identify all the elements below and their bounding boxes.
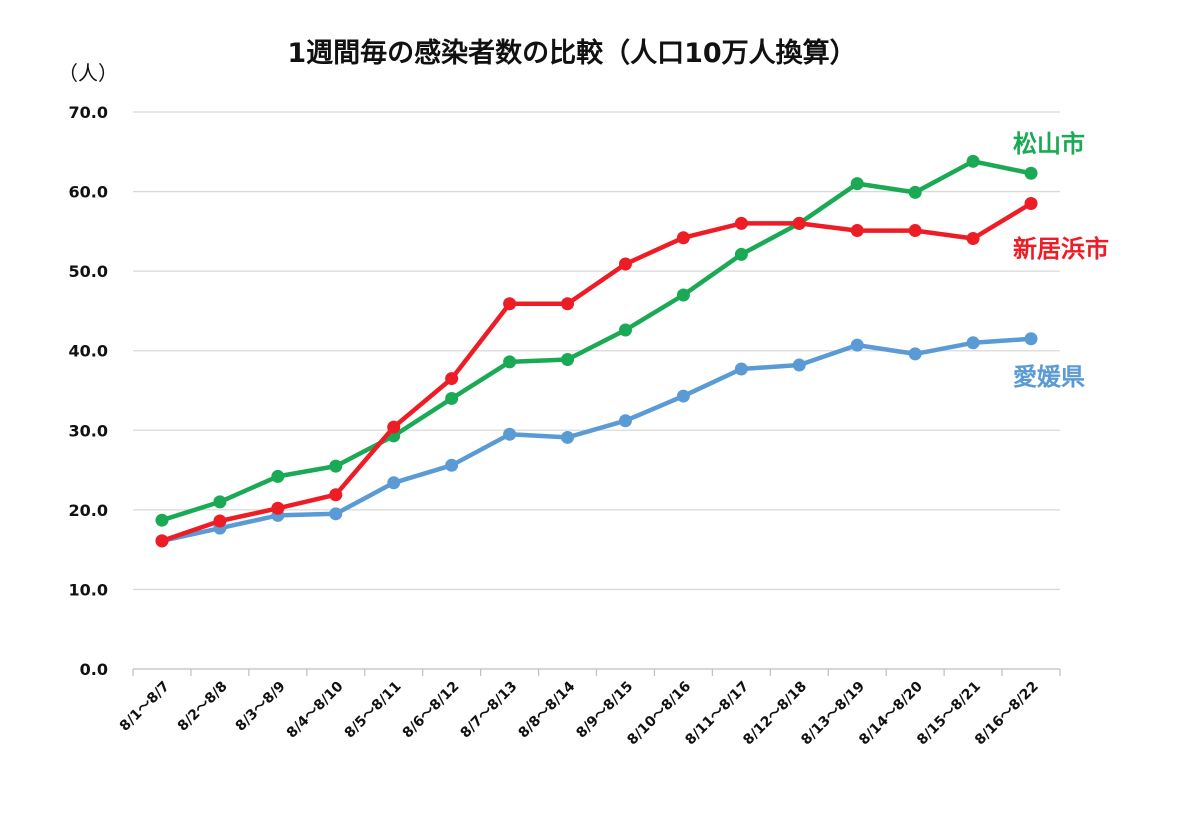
data-point	[561, 430, 575, 444]
data-point	[213, 514, 227, 528]
y-tick-label: 10.0	[69, 580, 108, 599]
series-line	[161, 159, 1032, 523]
data-point	[850, 338, 864, 352]
data-point	[850, 224, 864, 238]
data-point	[676, 288, 690, 302]
data-point	[213, 495, 227, 509]
series-line	[161, 336, 1032, 544]
data-point	[1024, 332, 1038, 346]
x-tick-label: 8/2～8/8	[175, 679, 231, 735]
chart-title: 1週間毎の感染者数の比較（人口10万人換算）	[287, 37, 856, 69]
data-point	[445, 391, 459, 405]
data-point	[908, 185, 922, 199]
data-point	[966, 232, 980, 246]
data-point	[155, 513, 169, 527]
series-name-label: 愛媛県	[1013, 363, 1085, 391]
y-tick-label: 50.0	[69, 262, 108, 281]
data-point	[734, 362, 748, 376]
y-axis-unit-label: （人）	[58, 61, 118, 85]
x-tick-label: 8/9～8/15	[573, 679, 636, 742]
x-tick-label: 8/7～8/13	[458, 679, 521, 742]
data-point	[329, 488, 343, 502]
data-point	[966, 154, 980, 168]
x-tick-label: 8/6～8/12	[400, 679, 463, 742]
series-name-label: 新居浜市	[1013, 235, 1109, 263]
data-point	[734, 247, 748, 261]
data-point	[1024, 197, 1038, 211]
data-point	[792, 358, 806, 372]
data-point	[561, 352, 575, 366]
data-point	[908, 347, 922, 361]
data-point	[618, 414, 632, 428]
data-point	[329, 507, 343, 521]
series-name-label: 松山市	[1013, 130, 1085, 158]
series-lines	[155, 154, 1038, 548]
x-tick-label: 8/4～8/10	[284, 678, 347, 741]
y-tick-label: 60.0	[69, 183, 108, 202]
data-point	[329, 459, 343, 473]
y-tick-label: 20.0	[69, 501, 108, 520]
data-point	[445, 372, 459, 386]
data-point	[387, 476, 401, 490]
data-point	[561, 297, 575, 311]
x-tick-label: 8/8～8/14	[515, 678, 578, 741]
data-point	[387, 420, 401, 434]
x-tick-label: 8/3～8/9	[233, 679, 289, 735]
data-point	[618, 257, 632, 271]
y-tick-label: 0.0	[80, 660, 108, 679]
data-point	[908, 224, 922, 238]
data-point	[850, 177, 864, 191]
y-tick-label: 40.0	[69, 342, 108, 361]
gridlines	[133, 111, 1060, 670]
data-point	[676, 231, 690, 245]
x-tick-label: 8/1～8/7	[117, 679, 173, 735]
data-point	[503, 427, 517, 441]
y-tick-label: 30.0	[69, 421, 108, 440]
data-point	[966, 336, 980, 350]
data-point	[445, 458, 459, 472]
data-point	[271, 469, 285, 483]
data-point	[271, 501, 285, 515]
series-line	[161, 201, 1033, 544]
x-tick-label: 8/5～8/11	[342, 679, 405, 742]
data-point	[734, 216, 748, 230]
x-axis: 8/1～8/7 8/2～8/8 8/3～8/98/4～8/108/5～8/118/6…	[117, 669, 1061, 748]
data-point	[1024, 166, 1038, 180]
y-axis-ticks: 0.0 10.0 20.0 30.0 40.0 50.0 60.0 70.0	[69, 103, 108, 679]
data-point	[503, 297, 517, 311]
data-point	[503, 355, 517, 369]
data-point	[155, 534, 169, 548]
data-point	[676, 389, 690, 403]
y-tick-label: 70.0	[69, 103, 108, 122]
data-point	[618, 323, 632, 337]
data-point	[792, 216, 806, 230]
